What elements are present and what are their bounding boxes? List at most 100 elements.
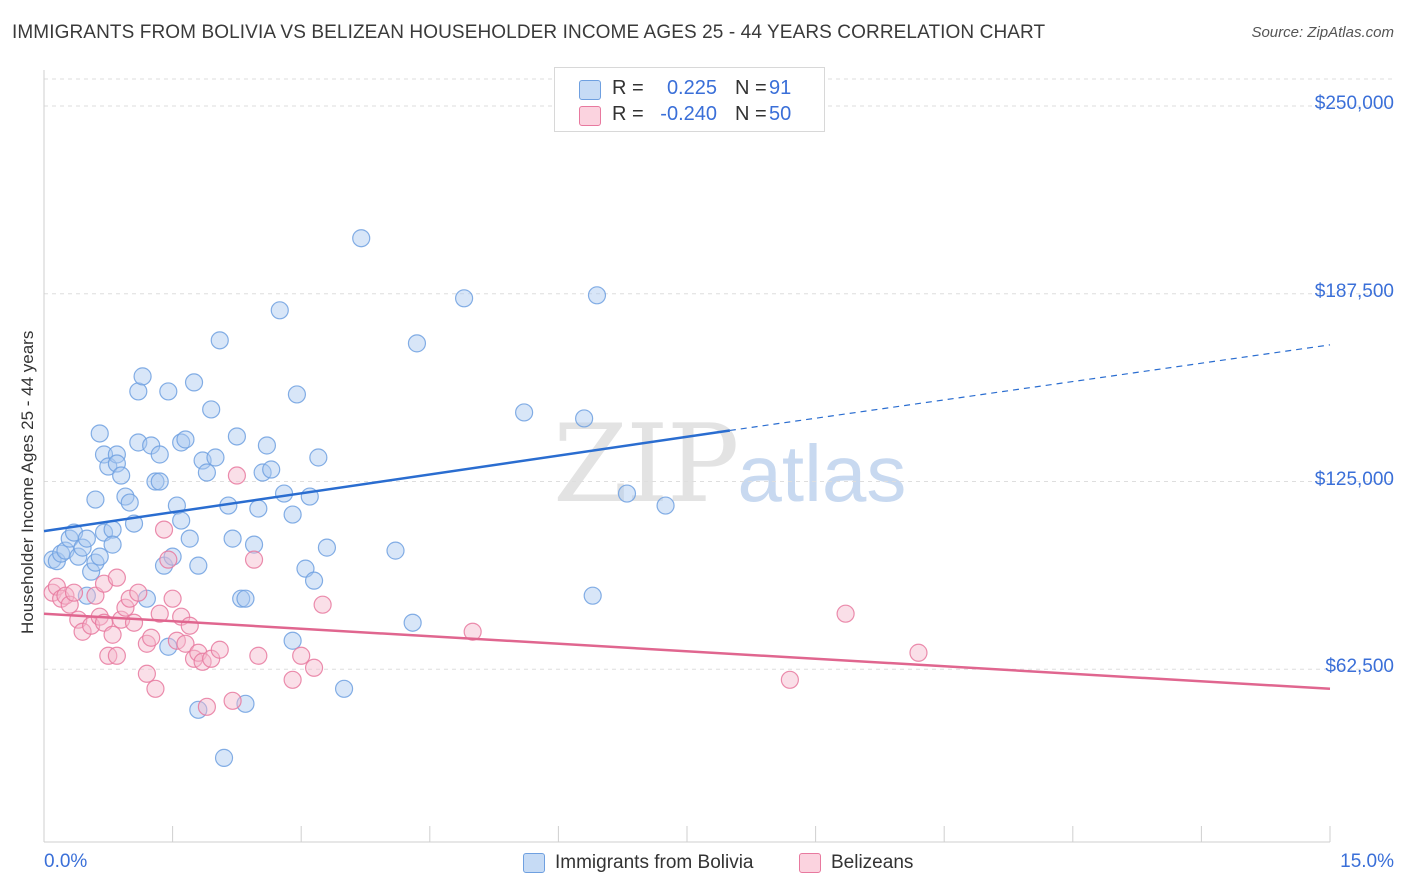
gridlines <box>44 78 1396 670</box>
belizean-point <box>180 616 199 635</box>
belizean-point <box>304 658 324 677</box>
belizean-point <box>176 634 195 653</box>
bolivia-point <box>189 556 208 575</box>
r-value: -0.240 <box>660 103 717 125</box>
bolivia-point <box>90 547 109 566</box>
bolivia-point <box>90 424 109 443</box>
bolivia-point <box>77 529 96 548</box>
bolivia-point <box>575 409 594 428</box>
axes <box>43 70 1331 843</box>
data-points <box>43 229 928 767</box>
watermark-zip: ZIP <box>553 402 739 527</box>
belizean-point <box>249 646 268 665</box>
bolivia-point <box>270 301 289 320</box>
y-tick-label: $187,500 <box>1314 280 1394 302</box>
bolivia-point <box>223 529 242 548</box>
legend-swatch-bolivia <box>579 80 601 100</box>
belizean-point <box>244 550 264 569</box>
legend-row-bolivia: R = 0.225 N = 91 <box>555 76 824 102</box>
legend-label-bolivia: Immigrants from Bolivia <box>555 852 754 873</box>
bolivia-point <box>197 463 216 482</box>
n-value: 91 <box>769 77 792 99</box>
x-tick-label-min: 0.0% <box>44 851 88 872</box>
r-label: R = <box>612 77 644 99</box>
bolivia-point <box>112 466 131 485</box>
trend-lines <box>43 344 1331 691</box>
belizean-point <box>159 550 178 569</box>
y-axis-label: Householder Income Ages 25 - 44 years <box>18 330 37 634</box>
source-credit: Source: ZipAtlas.com <box>1251 24 1394 41</box>
legend-swatch-belizeans <box>799 853 821 873</box>
y-tick-label: $250,000 <box>1314 93 1394 115</box>
bolivia-point <box>454 289 474 308</box>
belizean-point <box>283 670 302 689</box>
bolivia-point <box>583 586 602 605</box>
bolivia-point <box>287 385 307 404</box>
legend-swatch-bolivia <box>523 853 545 873</box>
bolivia-point <box>274 484 294 503</box>
bolivia-point <box>515 403 534 422</box>
bolivia-point <box>69 547 88 566</box>
x-tick-label-max: 15.0% <box>1340 851 1394 872</box>
belizean-point <box>836 604 855 623</box>
n-value: 50 <box>769 103 792 125</box>
legend-row-belizeans: R = -0.240 N = 50 <box>555 102 824 128</box>
zipatlas-watermark: ZIPatlas <box>553 402 906 527</box>
bolivia-point <box>656 496 675 515</box>
bolivia-point <box>617 484 637 503</box>
belizean-point <box>60 595 79 614</box>
chart-title: IMMIGRANTS FROM BOLIVIA VS BELIZEAN HOUS… <box>12 22 1046 43</box>
correlation-legend: R = 0.225 N = 91 R = -0.240 N = 50 <box>554 67 825 132</box>
y-tick-label: $125,000 <box>1314 468 1394 490</box>
bolivia-point <box>120 493 139 512</box>
bolivia-point <box>107 454 126 473</box>
bolivia-point <box>407 334 427 353</box>
belizean-point <box>129 583 148 602</box>
bolivia-point <box>86 490 105 509</box>
n-label: N = <box>735 103 767 125</box>
bolivia-point <box>180 529 199 548</box>
belizean-point <box>124 613 144 632</box>
bolivia-point <box>334 679 354 698</box>
bolivia-point <box>150 472 169 491</box>
belizean-point <box>227 466 246 485</box>
legend-swatch-belizeans <box>579 106 601 126</box>
bolivia-point <box>176 430 195 449</box>
bolivia-point <box>244 535 264 554</box>
bolivia-point <box>94 445 114 464</box>
bolivia-point <box>317 538 337 557</box>
r-label: R = <box>612 103 644 125</box>
belizean-point <box>163 589 182 608</box>
belizean-point <box>154 520 174 539</box>
bolivia-point <box>172 511 191 530</box>
bolivia-point <box>262 460 281 479</box>
bolivia-trend-extension <box>729 344 1331 432</box>
bolivia-point <box>249 499 268 518</box>
belizean-point <box>116 598 135 617</box>
bolivia-trend-line <box>43 429 731 533</box>
legend-label-belizeans: Belizeans <box>831 852 914 873</box>
bolivia-point <box>309 448 328 467</box>
bolivia-point <box>352 229 371 248</box>
belizean-point <box>780 670 799 689</box>
bolivia-point <box>257 436 277 455</box>
belizean-point <box>107 568 126 587</box>
belizean-point <box>197 697 216 716</box>
bolivia-point <box>236 589 255 608</box>
belizean-point <box>223 691 242 710</box>
y-tick-label: $62,500 <box>1325 656 1394 678</box>
belizean-point <box>103 625 122 644</box>
bolivia-point <box>159 382 178 401</box>
belizean-point <box>150 604 169 623</box>
bolivia-point <box>232 589 251 608</box>
bolivia-point <box>206 448 225 467</box>
bolivia-point <box>210 331 229 350</box>
belizean-point <box>292 646 311 665</box>
belizean-point <box>313 595 332 614</box>
bolivia-point <box>227 427 246 446</box>
bolivia-point <box>146 472 165 491</box>
bolivia-point <box>214 748 234 767</box>
bolivia-point <box>202 400 221 419</box>
belizean-point <box>146 679 165 698</box>
belizean-point <box>142 628 161 647</box>
